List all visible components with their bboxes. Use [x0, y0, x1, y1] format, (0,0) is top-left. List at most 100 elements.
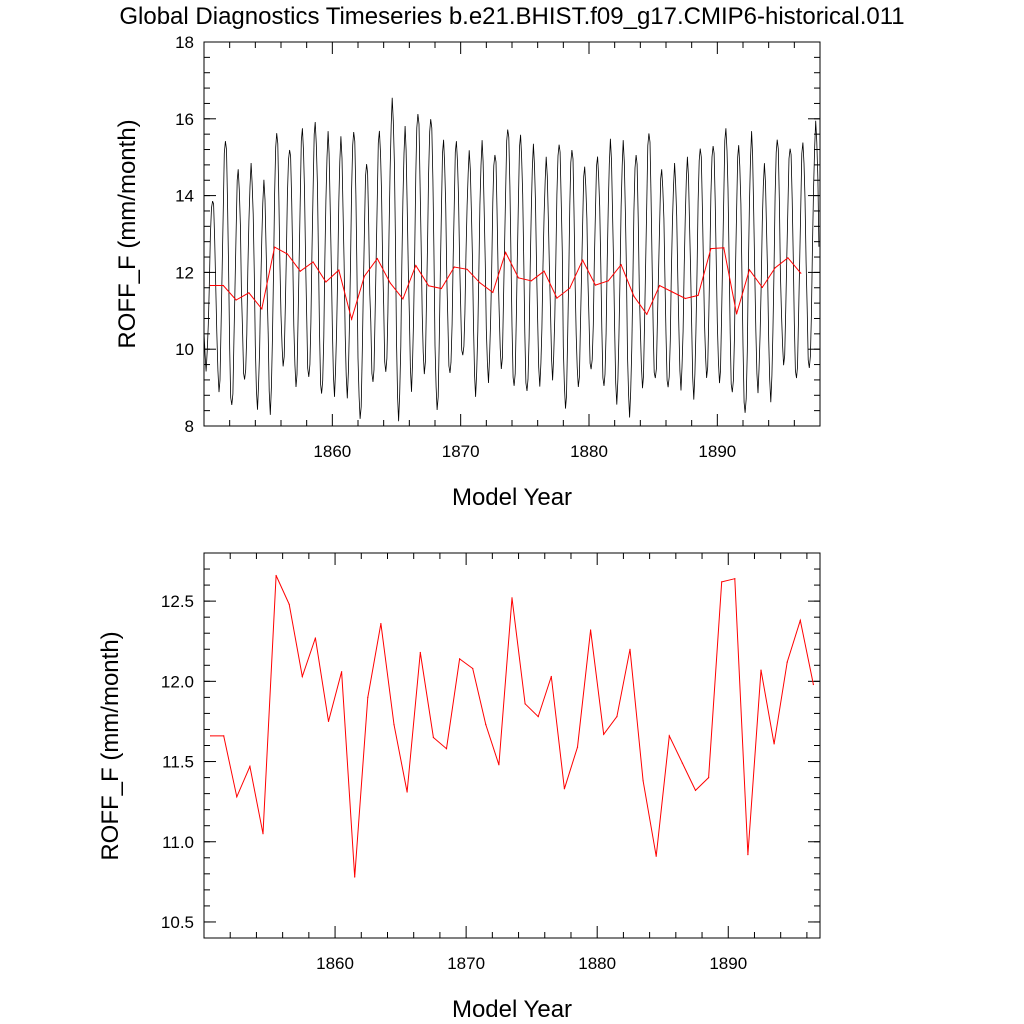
- annual-mean-point: [505, 251, 507, 253]
- top-series-lines: [203, 97, 820, 422]
- annual-mean-point: [773, 743, 775, 745]
- annual-mean-point: [787, 257, 789, 259]
- x-tick-label: 1870: [447, 954, 485, 973]
- annual-mean-point: [736, 313, 738, 315]
- bottom-y-axis-label: ROFF_F (mm/month): [97, 631, 124, 860]
- top-x-axis-label: Model Year: [452, 484, 572, 511]
- annual-mean-point: [734, 578, 736, 580]
- annual-mean-point: [419, 651, 421, 654]
- annual-mean-point: [576, 746, 579, 748]
- annual-mean-point: [620, 264, 622, 266]
- annual-mean-point: [314, 637, 316, 639]
- annual-mean-point: [563, 788, 566, 790]
- annual-mean-point: [275, 574, 277, 577]
- annual-mean-point: [681, 762, 684, 764]
- annual-mean-point: [479, 282, 481, 284]
- annual-mean-point: [380, 623, 382, 625]
- annual-mean-point: [524, 703, 526, 705]
- annual-mean-point: [389, 282, 391, 284]
- top-plot-frame: [203, 41, 821, 427]
- annual-mean-point: [697, 294, 699, 296]
- x-tick-label: 1860: [316, 954, 354, 973]
- annual-mean-point: [723, 247, 725, 249]
- annual-mean-point: [668, 735, 670, 737]
- monthly-series-line: [203, 97, 820, 422]
- y-tick-label: 12: [175, 263, 194, 282]
- annual-mean-point: [274, 246, 276, 248]
- annual-mean-point: [223, 735, 225, 737]
- annual-mean-point: [642, 780, 644, 782]
- y-tick-label: 10.5: [161, 913, 194, 932]
- annual-mean-point: [550, 675, 552, 678]
- annual-mean-series-line: [210, 575, 814, 878]
- annual-mean-point: [286, 253, 288, 255]
- annual-mean-point: [761, 286, 763, 288]
- annual-mean-point: [530, 280, 532, 282]
- annual-mean-point: [800, 272, 802, 274]
- annual-mean-point: [569, 287, 571, 289]
- y-tick-label: 16: [175, 110, 194, 129]
- y-tick-label: 11.0: [162, 833, 194, 852]
- annual-mean-point: [432, 736, 434, 739]
- annual-mean-point: [511, 597, 513, 599]
- top-axis-ticks: [204, 41, 821, 427]
- annual-mean-point: [249, 765, 251, 768]
- annual-mean-point: [406, 791, 408, 793]
- y-tick-label: 11.5: [162, 753, 194, 772]
- annual-mean-point: [603, 733, 605, 735]
- annual-mean-point: [708, 777, 710, 779]
- annual-mean-point: [440, 287, 442, 290]
- y-tick-label: 10: [175, 340, 194, 359]
- annual-mean-point: [485, 724, 487, 726]
- annual-mean-point: [210, 735, 212, 737]
- annual-mean-point: [338, 269, 340, 271]
- annual-mean-point: [786, 661, 788, 663]
- x-tick-label: 1870: [442, 442, 480, 461]
- annual-mean-point: [799, 619, 801, 622]
- annual-mean-point: [748, 269, 751, 271]
- annual-mean-point: [760, 669, 762, 671]
- annual-mean-point: [594, 284, 597, 286]
- bottom-x-tick-labels: 1860 1870 1880 1890: [316, 954, 747, 973]
- figure-title: Global Diagnostics Timeseries b.e21.BHIS…: [119, 3, 904, 30]
- annual-mean-point: [466, 268, 468, 270]
- annual-mean-point: [710, 248, 712, 250]
- annual-mean-point: [721, 581, 723, 583]
- y-tick-label: 12.0: [161, 672, 194, 691]
- annual-mean-point: [363, 275, 365, 277]
- bottom-series-lines: [210, 574, 815, 878]
- annual-mean-point: [607, 280, 609, 282]
- annual-mean-point: [367, 696, 369, 699]
- bottom-plot-frame: [203, 552, 821, 939]
- x-tick-label: 1890: [709, 954, 747, 973]
- x-tick-label: 1880: [578, 954, 616, 973]
- annual-mean-point: [248, 292, 250, 294]
- annual-mean-point: [646, 313, 648, 315]
- top-y-axis-label: ROFF_F (mm/month): [114, 119, 141, 348]
- x-tick-label: 1880: [570, 442, 608, 461]
- y-tick-label: 8: [185, 417, 194, 436]
- annual-mean-point: [694, 789, 697, 792]
- annual-mean-point: [616, 716, 618, 718]
- y-tick-label: 18: [175, 33, 194, 52]
- annual-mean-point: [209, 284, 211, 287]
- y-tick-label: 14: [175, 187, 194, 206]
- annual-mean-point: [354, 876, 356, 878]
- annual-mean-point: [590, 629, 592, 631]
- annual-mean-point: [262, 833, 264, 835]
- bottom-axis-ticks: [204, 552, 820, 939]
- annual-mean-point: [428, 285, 430, 287]
- annual-mean-point: [453, 266, 455, 268]
- annual-mean-point: [312, 261, 314, 263]
- annual-mean-point: [376, 258, 378, 260]
- annual-timeseries-panel: 10.5 11.0 11.5 12.0 12.5 1860 1870 1880 1890 Mo…: [97, 552, 821, 1023]
- annual-mean-point: [582, 259, 584, 261]
- annual-mean-point: [498, 764, 500, 766]
- bottom-y-tick-labels: 10.5 11.0 11.5 12.0 12.5: [161, 592, 194, 932]
- annual-mean-point: [556, 297, 558, 299]
- top-y-tick-labels: 8 10 12 14 16 18: [175, 33, 194, 436]
- annual-mean-point: [671, 291, 674, 293]
- annual-mean-point: [341, 671, 343, 673]
- annual-mean-point: [659, 284, 661, 287]
